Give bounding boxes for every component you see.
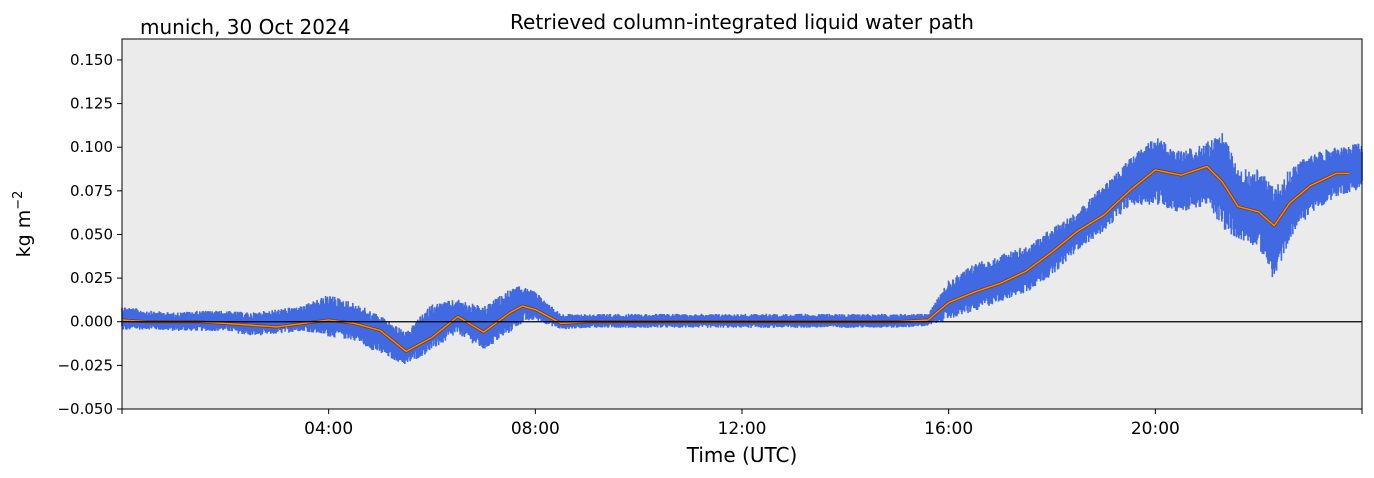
y-tick-label: 0.050 bbox=[70, 225, 113, 243]
y-tick-label: 0.125 bbox=[70, 95, 113, 113]
x-axis: 04:00 08:00 12:00 16:00 20:00 bbox=[121, 409, 1363, 439]
y-tick-label: 0.000 bbox=[70, 313, 113, 331]
x-tick-label: 08:00 bbox=[511, 419, 560, 439]
y-axis-label-superscript: −2 bbox=[11, 191, 26, 210]
x-tick-label: 04:00 bbox=[304, 419, 353, 439]
y-axis: 0.150 0.125 0.100 0.075 0.050 0.025 0.000 −0.02… bbox=[57, 51, 122, 418]
y-tick-label: −0.050 bbox=[57, 400, 113, 418]
x-axis-label: Time (UTC) bbox=[686, 443, 798, 467]
y-axis-label-text: kg m bbox=[13, 210, 35, 258]
y-axis-label: kg m−2 bbox=[11, 191, 35, 258]
x-tick-label: 12:00 bbox=[718, 419, 767, 439]
y-tick-label: 0.025 bbox=[70, 269, 113, 287]
y-tick-label: 0.100 bbox=[70, 138, 113, 156]
y-tick-label: −0.025 bbox=[57, 356, 113, 374]
y-tick-label: 0.075 bbox=[70, 182, 113, 200]
chart-subtitle: munich, 30 Oct 2024 bbox=[140, 15, 350, 39]
chart-title: Retrieved column-integrated liquid water… bbox=[510, 10, 974, 34]
y-tick-label: 0.150 bbox=[70, 51, 113, 69]
x-tick-label: 16:00 bbox=[924, 419, 973, 439]
plot-area-background bbox=[122, 39, 1362, 409]
x-tick-label: 20:00 bbox=[1131, 419, 1180, 439]
